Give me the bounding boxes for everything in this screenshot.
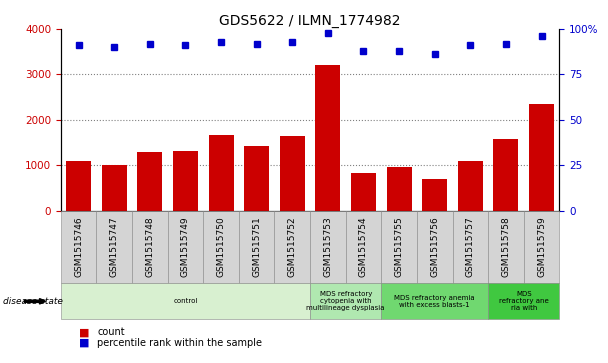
Text: percentile rank within the sample: percentile rank within the sample bbox=[97, 338, 262, 348]
Text: GSM1515754: GSM1515754 bbox=[359, 216, 368, 277]
Bar bbox=[244, 146, 269, 211]
Bar bbox=[280, 136, 305, 211]
Text: GSM1515752: GSM1515752 bbox=[288, 216, 297, 277]
Text: GSM1515750: GSM1515750 bbox=[216, 216, 226, 277]
Bar bbox=[529, 104, 554, 211]
Text: GSM1515749: GSM1515749 bbox=[181, 216, 190, 277]
Text: ■: ■ bbox=[79, 327, 89, 337]
Bar bbox=[422, 179, 447, 211]
Bar bbox=[494, 139, 519, 211]
Text: GSM1515751: GSM1515751 bbox=[252, 216, 261, 277]
Text: MDS refractory
cytopenia with
multilineage dysplasia: MDS refractory cytopenia with multilinea… bbox=[306, 291, 385, 311]
Text: control: control bbox=[173, 298, 198, 304]
Bar bbox=[173, 151, 198, 211]
Text: GSM1515756: GSM1515756 bbox=[430, 216, 439, 277]
Text: MDS refractory anemia
with excess blasts-1: MDS refractory anemia with excess blasts… bbox=[395, 295, 475, 308]
Text: MDS
refractory ane
ria with: MDS refractory ane ria with bbox=[499, 291, 548, 311]
Text: count: count bbox=[97, 327, 125, 337]
Bar bbox=[102, 165, 126, 211]
Text: GSM1515755: GSM1515755 bbox=[395, 216, 404, 277]
Text: GSM1515753: GSM1515753 bbox=[323, 216, 333, 277]
Bar bbox=[458, 160, 483, 211]
Text: GSM1515746: GSM1515746 bbox=[74, 216, 83, 277]
Text: GSM1515747: GSM1515747 bbox=[109, 216, 119, 277]
Bar bbox=[66, 160, 91, 211]
Text: GSM1515759: GSM1515759 bbox=[537, 216, 546, 277]
Bar bbox=[316, 65, 340, 211]
Bar bbox=[137, 152, 162, 211]
Text: GSM1515757: GSM1515757 bbox=[466, 216, 475, 277]
Text: disease state: disease state bbox=[3, 297, 63, 306]
Text: ■: ■ bbox=[79, 338, 89, 348]
Bar bbox=[209, 135, 233, 211]
Text: GSM1515758: GSM1515758 bbox=[502, 216, 511, 277]
Text: GSM1515748: GSM1515748 bbox=[145, 216, 154, 277]
Bar bbox=[387, 167, 412, 211]
Bar bbox=[351, 173, 376, 211]
Title: GDS5622 / ILMN_1774982: GDS5622 / ILMN_1774982 bbox=[219, 14, 401, 28]
